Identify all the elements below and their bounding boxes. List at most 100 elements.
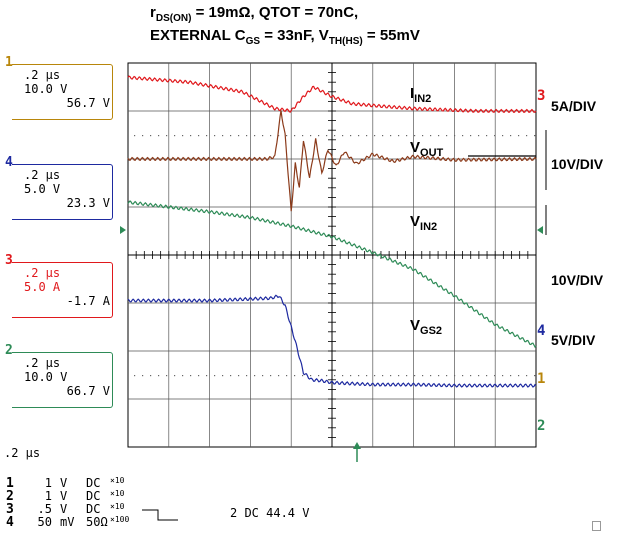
- scale-label-vout: 10V/DIV: [551, 156, 604, 172]
- trigger-edge-icon: [142, 509, 178, 521]
- grid-dot: [422, 375, 424, 377]
- grid-dot: [246, 135, 248, 137]
- grid-dot: [214, 135, 216, 137]
- grid-dot: [470, 375, 472, 377]
- channel-timebase: .2 μs: [24, 168, 61, 182]
- grid-dot: [422, 135, 424, 137]
- channel-scale: 10.0 V: [24, 82, 68, 96]
- channel-number: 1: [5, 55, 13, 70]
- grid-dot: [222, 135, 224, 137]
- grid-dot: [278, 375, 280, 377]
- channel-box-frame: [12, 64, 113, 120]
- grid-dot: [302, 375, 304, 377]
- trace-v-in2: [127, 200, 537, 348]
- channel-box-frame: [12, 164, 113, 220]
- grid-dot: [470, 135, 472, 137]
- grid-dot: [270, 375, 272, 377]
- grid-dot: [238, 135, 240, 137]
- grid-dot: [494, 375, 496, 377]
- grid-dot: [342, 135, 344, 137]
- grid-dot: [318, 375, 320, 377]
- channel-box-frame: [12, 352, 113, 408]
- graticule: [127, 62, 537, 448]
- grid-dot: [158, 375, 160, 377]
- grid-dot: [198, 135, 200, 137]
- trace-v-out: [127, 110, 537, 212]
- chart-title-line-1: rDS(ON) = 19mΩ, QTOT = 70nC,: [150, 4, 359, 24]
- grid-dot: [134, 135, 136, 137]
- grid-dot: [486, 135, 488, 137]
- grid-dot: [334, 135, 336, 137]
- grid-dot: [310, 135, 312, 137]
- channel-value: -1.7 A: [66, 294, 110, 308]
- grid-dot: [206, 135, 208, 137]
- grid-dot: [398, 135, 400, 137]
- grid-dot: [398, 375, 400, 377]
- grid-dot: [430, 135, 432, 137]
- channel-box-3[interactable]: 3 .2 μs 5.0 A -1.7 A: [2, 253, 114, 318]
- grid-dot: [174, 135, 176, 137]
- grid-dot: [462, 375, 464, 377]
- channel-value: 56.7 V: [66, 96, 110, 110]
- grid-dot: [358, 135, 360, 137]
- channel-box-4[interactable]: 4 .2 μs 5.0 V 23.3 V: [2, 155, 114, 220]
- grid-dot: [526, 375, 528, 377]
- trigger-position-arrowhead: [353, 442, 361, 449]
- grid-dot: [238, 375, 240, 377]
- grid-dot: [342, 375, 344, 377]
- grid-dot: [454, 375, 456, 377]
- grid-dot: [206, 375, 208, 377]
- grid-dot: [518, 135, 520, 137]
- probe-volts: .5: [37, 502, 52, 516]
- grid-dot: [214, 375, 216, 377]
- channel-number: 4: [5, 155, 13, 170]
- traces: [127, 75, 537, 388]
- status-square-icon: [592, 521, 601, 531]
- trace-label-i-in2: IIN2: [410, 85, 431, 105]
- channel-box-1[interactable]: 1 .2 μs 10.0 V 56.7 V: [2, 55, 114, 120]
- grid-dot: [502, 135, 504, 137]
- channel-scale: 10.0 V: [24, 370, 68, 384]
- trigger-readout: 2 DC 44.4 V: [230, 506, 310, 520]
- grid-dot: [190, 375, 192, 377]
- grid-dot: [230, 135, 232, 137]
- grid-dot: [510, 375, 512, 377]
- grid-dot: [414, 135, 416, 137]
- probe-unit: V: [60, 502, 68, 516]
- grid-dot: [494, 135, 496, 137]
- grid-dot: [326, 375, 328, 377]
- grid-dot: [278, 135, 280, 137]
- channel-marker-4: 4: [537, 323, 545, 339]
- scale-label-vgs: 5V/DIV: [551, 332, 596, 348]
- channel-timebase: .2 μs: [24, 356, 61, 370]
- grid-dot: [382, 375, 384, 377]
- probe-unit: mV: [60, 515, 75, 529]
- grid-dot: [198, 375, 200, 377]
- grid-dot: [182, 375, 184, 377]
- probe-coupling: DC: [86, 489, 101, 503]
- probe-channel: 4: [6, 515, 14, 530]
- trace-labels: IIN2 VOUT VIN2 VGS2: [410, 85, 547, 337]
- channel-number: 2: [5, 343, 13, 358]
- grid-dot: [366, 375, 368, 377]
- grid-dot: [286, 375, 288, 377]
- ground-marker-right: [537, 226, 543, 234]
- grid-dot: [254, 375, 256, 377]
- grid-dot: [438, 135, 440, 137]
- grid-dot: [390, 135, 392, 137]
- grid-dot: [142, 375, 144, 377]
- grid-dot: [446, 375, 448, 377]
- grid-dot: [230, 375, 232, 377]
- channel-number: 3: [5, 253, 13, 268]
- grid-dot: [350, 375, 352, 377]
- grid-dot: [526, 135, 528, 137]
- channel-box-2[interactable]: 2 .2 μs 10.0 V 66.7 V: [2, 343, 114, 408]
- grid-dot: [502, 375, 504, 377]
- grid-dot: [462, 135, 464, 137]
- grid-dot: [358, 375, 360, 377]
- probe-volts: 1: [44, 489, 52, 503]
- grid-dot: [190, 135, 192, 137]
- grid-dot: [294, 135, 296, 137]
- grid-dot: [406, 135, 408, 137]
- chart-title-line-2: EXTERNAL CGS = 33nF, VTH(HS) = 55mV: [150, 27, 420, 47]
